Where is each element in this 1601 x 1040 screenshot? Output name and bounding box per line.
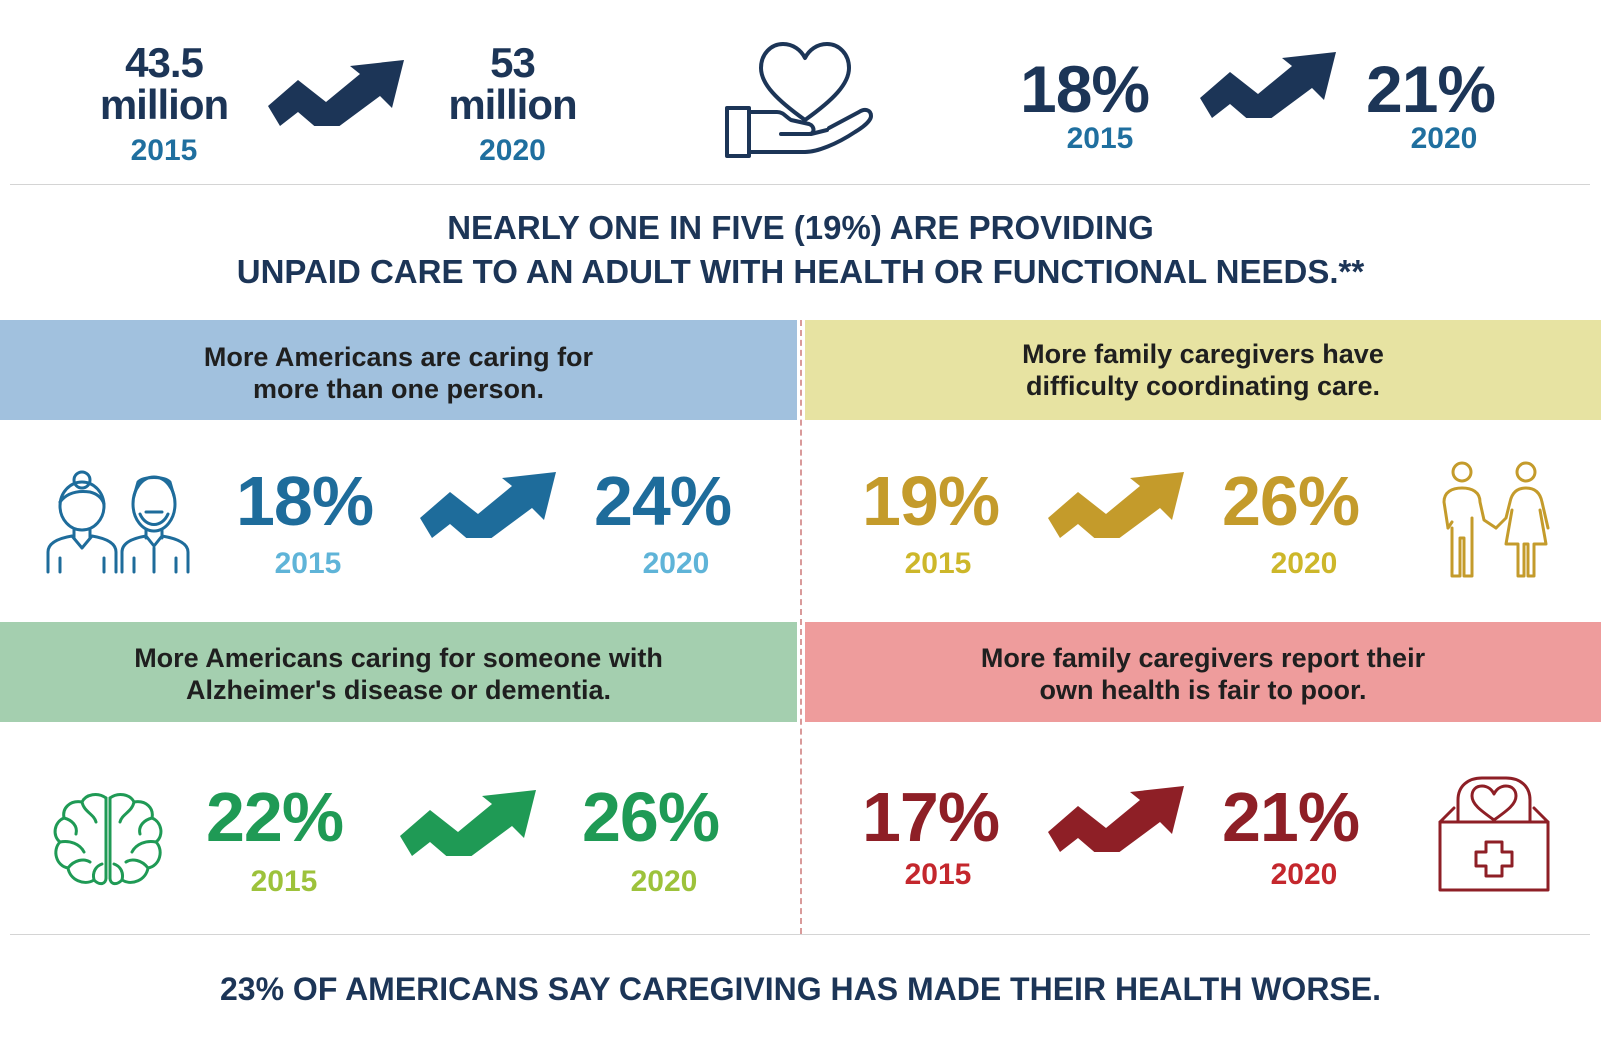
panel-alzheimers-header: [0, 622, 797, 722]
divider-bottom: [10, 934, 1590, 935]
panel-alzheimers-2015-value: 22%: [206, 778, 344, 856]
caregivers-2020-value: 53 million: [430, 42, 595, 126]
panel-multiple-2020-year: 2020: [642, 547, 710, 580]
caregivers-2015-value-line1: 43.5: [125, 39, 204, 86]
share-2015-year: 2015: [1066, 122, 1134, 155]
center-dashed-divider: [800, 320, 802, 934]
panel-coordination-2015-year: 2015: [904, 547, 972, 580]
elderly-couple-icon: [46, 470, 190, 574]
share-2020-value: 21%: [1366, 52, 1496, 126]
share-2015-value: 18%: [1020, 52, 1150, 126]
heart-in-hand-icon: [725, 42, 873, 158]
headline-line2: UNPAID CARE TO AN ADULT WITH HEALTH OR F…: [236, 253, 1365, 290]
panel-coordination-header-line1: More family caregivers have: [1022, 339, 1384, 369]
panel-coordination-header-line2: difficulty coordinating care.: [1025, 371, 1381, 401]
caregivers-2020-value-line1: 53: [490, 39, 536, 86]
panel-coordination-2020-value: 26%: [1222, 462, 1360, 540]
panel-health-header-text: More family caregivers report their own …: [805, 642, 1601, 706]
caregivers-2015-value-line2: million: [99, 81, 229, 128]
headline-line1: NEARLY ONE IN FIVE (19%) ARE PROVIDING: [447, 209, 1154, 246]
caregivers-2020-value-line2: million: [448, 81, 577, 128]
panel-coordination-header: [805, 320, 1601, 420]
panel-multiple-2020-value: 24%: [594, 462, 732, 540]
panel-alzheimers-header-line2: Alzheimer's disease or dementia.: [185, 675, 612, 705]
caregivers-2015-value: 43.5 million: [80, 42, 248, 126]
panel-coordination-header-text: More family caregivers have difficulty c…: [805, 338, 1601, 402]
panel-multiple-header: [0, 320, 797, 420]
trend-up-arrow-icon: [420, 472, 560, 538]
panel-health-header: [805, 622, 1601, 722]
footer-statement: 23% OF AMERICANS SAY CAREGIVING HAS MADE…: [219, 971, 1381, 1007]
panel-health-2020-year: 2020: [1270, 858, 1338, 891]
panel-health-2015-value: 17%: [862, 778, 1000, 856]
panel-coordination-2015-value: 19%: [862, 462, 1000, 540]
panel-multiple-2015-year: 2015: [274, 547, 342, 580]
divider-top: [10, 184, 1590, 185]
trend-up-arrow-icon: [268, 60, 408, 126]
panel-multiple-header-line1: More Americans are caring for: [203, 342, 594, 372]
share-2020-year: 2020: [1410, 122, 1478, 155]
caregivers-2020-year: 2020: [479, 134, 546, 167]
panel-health-2015-year: 2015: [904, 858, 972, 891]
caregivers-2015-year: 2015: [130, 134, 198, 167]
panel-health-header-line1: More family caregivers report their: [980, 643, 1426, 673]
trend-up-arrow-icon: [400, 790, 540, 856]
panel-coordination-2020-year: 2020: [1270, 547, 1338, 580]
panel-alzheimers-header-line1: More Americans caring for someone with: [134, 643, 663, 673]
trend-up-arrow-icon: [1048, 472, 1188, 538]
panel-alzheimers-2015-year: 2015: [250, 865, 318, 898]
panel-health-2020-value: 21%: [1222, 778, 1360, 856]
headline: NEARLY ONE IN FIVE (19%) ARE PROVIDING U…: [0, 206, 1601, 294]
panel-multiple-header-text: More Americans are caring for more than …: [0, 341, 797, 405]
panel-alzheimers-2020-value: 26%: [582, 778, 720, 856]
panel-alzheimers-2020-year: 2020: [630, 865, 698, 898]
panel-health-header-line2: own health is fair to poor.: [1039, 675, 1367, 705]
trend-up-arrow-icon: [1048, 786, 1188, 852]
panel-multiple-2015-value: 18%: [236, 462, 374, 540]
panel-multiple-header-line2: more than one person.: [252, 374, 545, 404]
brain-icon: [53, 793, 163, 886]
couple-holding-hands-icon: [1442, 461, 1550, 578]
trend-up-arrow-icon: [1200, 52, 1340, 118]
medical-kit-heart-icon: [1438, 776, 1550, 892]
panel-alzheimers-header-text: More Americans caring for someone with A…: [0, 642, 797, 706]
